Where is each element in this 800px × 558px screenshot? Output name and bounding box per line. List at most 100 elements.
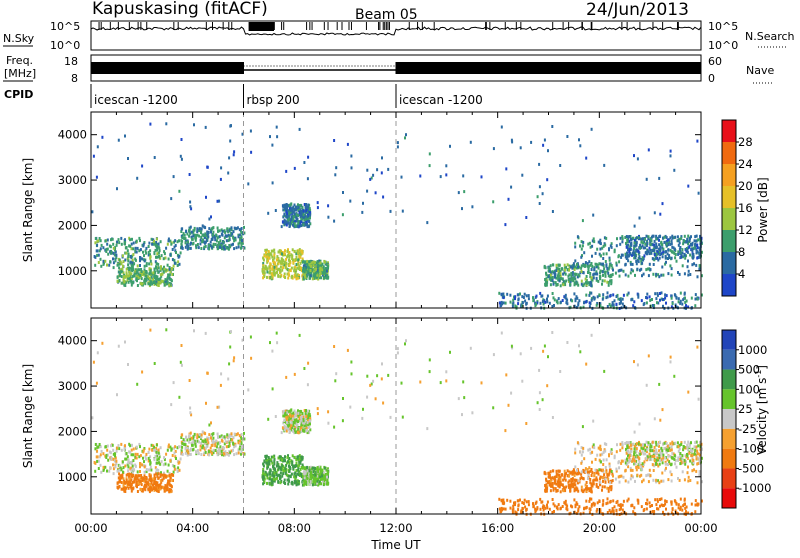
echo-cell bbox=[580, 256, 582, 259]
echo-cell bbox=[567, 469, 569, 472]
echo-cell bbox=[234, 227, 236, 230]
echo-cell bbox=[579, 451, 581, 454]
echo-cell bbox=[577, 490, 579, 493]
echo-cell bbox=[118, 139, 120, 142]
echo-cell bbox=[128, 268, 130, 271]
echo-cell bbox=[323, 277, 325, 280]
echo-cell bbox=[317, 206, 319, 209]
echo-cell bbox=[697, 298, 699, 301]
echo-cell bbox=[217, 227, 219, 230]
echo-cell bbox=[582, 219, 584, 222]
echo-cell bbox=[198, 235, 200, 238]
echo-cell bbox=[324, 271, 326, 274]
echo-cell bbox=[655, 243, 657, 246]
echo-cell bbox=[324, 477, 326, 480]
echo-cell bbox=[590, 490, 592, 493]
echo-cell bbox=[623, 270, 625, 273]
echo-cell bbox=[268, 265, 270, 268]
echo-cell bbox=[155, 455, 157, 458]
echo-cell bbox=[463, 190, 465, 193]
echo-cell bbox=[145, 476, 147, 479]
echo-cell bbox=[171, 273, 173, 276]
echo-cell bbox=[601, 489, 603, 492]
echo-cell bbox=[628, 292, 630, 295]
echo-cell bbox=[593, 296, 595, 299]
echo-cell bbox=[227, 436, 229, 439]
echo-cell bbox=[285, 258, 287, 261]
echo-cell bbox=[269, 262, 271, 265]
echo-cell bbox=[313, 470, 315, 473]
echo-cell bbox=[141, 165, 143, 168]
echo-cell bbox=[582, 244, 584, 247]
echo-cell bbox=[565, 273, 567, 276]
echo-cell bbox=[289, 466, 291, 469]
echo-cell bbox=[573, 470, 575, 473]
echo-cell bbox=[320, 478, 322, 481]
echo-cell bbox=[132, 247, 134, 250]
echo-cell bbox=[684, 301, 686, 304]
echo-cell bbox=[669, 264, 671, 267]
echo-cell bbox=[132, 259, 134, 262]
echo-cell bbox=[291, 482, 293, 485]
echo-cell bbox=[691, 297, 693, 300]
echo-cell bbox=[683, 240, 685, 243]
echo-cell bbox=[266, 271, 268, 274]
echo-cell bbox=[298, 461, 300, 464]
echo-cell bbox=[312, 483, 314, 486]
colorbar-segment bbox=[722, 186, 736, 208]
echo-cell bbox=[547, 149, 549, 152]
echo-cell bbox=[688, 270, 690, 273]
echo-cell bbox=[539, 202, 541, 205]
echo-cell bbox=[589, 301, 591, 304]
echo-cell bbox=[185, 443, 187, 446]
echo-cell bbox=[602, 270, 604, 273]
echo-cell bbox=[158, 461, 160, 464]
echo-cell bbox=[623, 294, 625, 297]
echo-cell bbox=[232, 237, 234, 240]
echo-cell bbox=[587, 271, 589, 274]
echo-cell bbox=[627, 481, 629, 484]
echo-cell bbox=[199, 242, 201, 245]
echo-cell bbox=[241, 227, 243, 230]
echo-cell bbox=[585, 301, 587, 304]
echo-cell bbox=[503, 301, 505, 304]
echo-cell bbox=[168, 274, 170, 277]
echo-cell bbox=[567, 263, 569, 266]
echo-cell bbox=[295, 480, 297, 483]
echo-cell bbox=[112, 463, 114, 466]
echo-cell bbox=[574, 259, 576, 262]
echo-cell bbox=[630, 477, 632, 480]
echo-cell bbox=[298, 277, 300, 280]
echo-cell bbox=[150, 255, 152, 258]
echo-cell bbox=[262, 266, 264, 269]
echo-cell bbox=[603, 164, 605, 167]
echo-cell bbox=[144, 465, 146, 468]
echo-cell bbox=[569, 489, 571, 492]
echo-cell bbox=[509, 294, 511, 297]
echo-cell bbox=[587, 477, 589, 480]
echo-cell bbox=[576, 295, 578, 298]
echo-cell bbox=[557, 489, 559, 492]
echo-cell bbox=[282, 266, 284, 269]
echo-cell bbox=[305, 412, 307, 415]
echo-cell bbox=[619, 481, 621, 484]
echo-cell bbox=[550, 489, 552, 492]
echo-cell bbox=[689, 254, 691, 257]
echo-cell bbox=[266, 474, 268, 477]
echo-cell bbox=[643, 302, 645, 305]
echo-cell bbox=[548, 472, 550, 475]
echo-cell bbox=[300, 468, 302, 471]
echo-cell bbox=[117, 275, 119, 278]
echo-cell bbox=[188, 441, 190, 444]
echo-cell bbox=[673, 169, 675, 172]
echo-cell bbox=[614, 299, 616, 302]
echo-cell bbox=[182, 247, 184, 250]
echo-cell bbox=[130, 272, 132, 275]
echo-cell bbox=[657, 237, 659, 240]
echo-cell bbox=[626, 235, 628, 238]
echo-cell bbox=[593, 482, 595, 485]
echo-cell bbox=[212, 437, 214, 440]
echo-cell bbox=[612, 293, 614, 296]
echo-cell bbox=[285, 426, 287, 429]
